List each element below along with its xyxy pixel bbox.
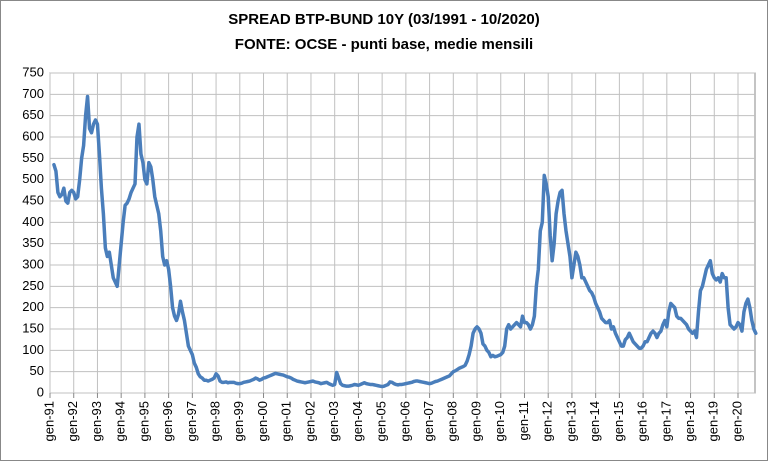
y-tick-label: 150 (22, 320, 44, 335)
x-tick-label: gen-95 (136, 401, 151, 441)
y-tick-label: 750 (22, 64, 44, 79)
x-tick-label: gen-11 (516, 401, 531, 441)
data-line (52, 94, 758, 389)
x-tick-label: gen-94 (113, 401, 128, 441)
x-tick-label: gen-14 (587, 401, 602, 441)
y-tick-label: 350 (22, 235, 44, 250)
y-tick-label: 300 (22, 256, 44, 271)
x-tick-label: gen-15 (611, 401, 626, 441)
x-tick-label: gen-04 (350, 401, 365, 441)
x-tick-label: gen-02 (302, 401, 317, 441)
x-tick-label: gen-10 (492, 401, 507, 441)
x-tick-label: gen-17 (658, 401, 673, 441)
x-tick-label: gen-03 (326, 401, 341, 441)
x-tick-label: gen-09 (468, 401, 483, 441)
y-tick-label: 100 (22, 342, 44, 357)
x-tick-label: gen-05 (374, 401, 389, 441)
x-tick-label: gen-92 (65, 401, 80, 441)
x-tick-label: gen-19 (706, 401, 721, 441)
y-tick-label: 600 (22, 128, 44, 143)
y-tick-label: 50 (30, 363, 44, 378)
x-tick-label: gen-06 (397, 401, 412, 441)
x-tick-label: gen-96 (160, 401, 175, 441)
y-tick-label: 650 (22, 107, 44, 122)
x-tick-label: gen-91 (41, 401, 56, 441)
y-tick-label: 450 (22, 192, 44, 207)
x-tick-label: gen-00 (255, 401, 270, 441)
y-tick-label: 200 (22, 299, 44, 314)
x-tick-label: gen-99 (231, 401, 246, 441)
y-tick-label: 700 (22, 86, 44, 101)
x-tick-label: gen-98 (208, 401, 223, 441)
y-tick-label: 550 (22, 150, 44, 165)
x-tick-label: gen-08 (445, 401, 460, 441)
x-tick-label: gen-01 (279, 401, 294, 441)
x-tick-label: gen-13 (563, 401, 578, 441)
x-tick-label: gen-97 (184, 401, 199, 441)
y-tick-label: 400 (22, 214, 44, 229)
x-tick-label: gen-12 (540, 401, 555, 441)
x-tick-label: gen-18 (682, 401, 697, 441)
x-tick-label: gen-93 (89, 401, 104, 441)
y-tick-label: 250 (22, 278, 44, 293)
plot-area (49, 72, 756, 394)
y-tick-label: 500 (22, 171, 44, 186)
chart-subtitle: FONTE: OCSE - punti base, medie mensili (235, 36, 533, 53)
x-tick-label: gen-20 (729, 401, 744, 441)
y-tick-label: 0 (37, 384, 44, 399)
x-tick-label: gen-07 (421, 401, 436, 441)
chart-title: SPREAD BTP-BUND 10Y (03/1991 - 10/2020) (228, 11, 540, 28)
x-tick-label: gen-16 (635, 401, 650, 441)
